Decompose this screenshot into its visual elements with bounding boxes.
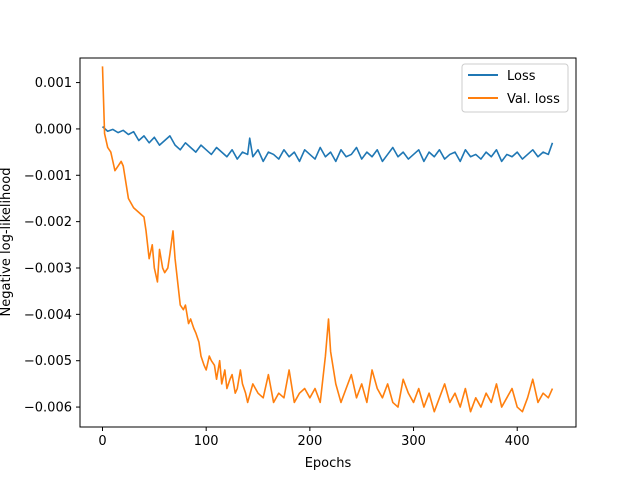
x-tick-label: 200 (297, 434, 322, 449)
x-axis: 0 100 200 300 400 (98, 427, 530, 449)
y-tick-label: 0.001 (35, 76, 72, 91)
y-tick-label: −0.002 (24, 215, 72, 230)
y-axis: 0.001 0.000 −0.001 −0.002 −0.003 −0.004 −0.005… (24, 76, 80, 416)
y-axis-label: Negative log-likelihood (0, 168, 14, 317)
x-tick-label: 300 (401, 434, 426, 449)
y-tick-label: −0.006 (24, 401, 72, 416)
legend-label-loss: Loss (507, 69, 536, 84)
legend: Loss Val. loss (461, 63, 569, 113)
plot-frame (79, 57, 577, 428)
legend-label-val-loss: Val. loss (507, 92, 560, 107)
x-tick-label: 0 (98, 434, 106, 449)
series-layer (101, 66, 554, 413)
y-tick-label: 0.000 (35, 122, 72, 137)
series-line-val-loss (101, 66, 554, 413)
x-tick-label: 100 (194, 434, 219, 449)
series-line-loss (101, 126, 554, 163)
x-axis-label: Epochs (305, 456, 352, 471)
y-tick-label: −0.001 (24, 169, 72, 184)
y-tick-label: −0.003 (24, 261, 72, 276)
y-tick-label: −0.005 (24, 354, 72, 369)
x-tick-label: 400 (505, 434, 530, 449)
y-tick-label: −0.004 (24, 308, 72, 323)
